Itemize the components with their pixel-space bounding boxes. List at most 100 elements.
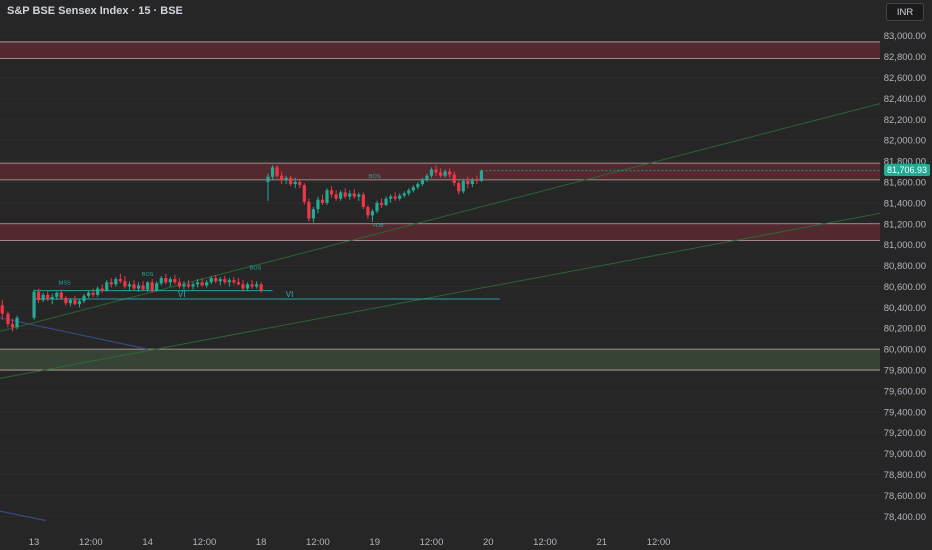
candle-body (37, 291, 41, 301)
candles-layer (0, 165, 484, 332)
candle-body (307, 201, 311, 219)
candle-body (329, 190, 334, 195)
candle-body (352, 193, 356, 197)
y-tick-label: 79,200.00 (884, 428, 926, 439)
candle-body (100, 288, 104, 291)
candle-body (0, 305, 4, 314)
candle-body (136, 285, 141, 289)
y-tick-label: 79,800.00 (884, 366, 926, 377)
candle-body (393, 196, 397, 199)
x-tick-label: 12:00 (306, 537, 330, 548)
candle-body (164, 278, 168, 283)
y-tick-label: 82,000.00 (884, 136, 926, 147)
candle-body (155, 283, 159, 291)
candle-body (289, 177, 293, 185)
candle-body (475, 179, 479, 181)
candle-body (46, 294, 50, 299)
candle-body (141, 285, 145, 290)
y-tick-label: 81,000.00 (884, 240, 926, 251)
supply-zone (0, 41, 880, 59)
candle-body (366, 207, 370, 216)
candle-body (10, 324, 15, 328)
x-tick-label: 20 (483, 537, 494, 548)
candle-body (96, 288, 100, 295)
candle-body (438, 172, 443, 176)
candle-body (250, 284, 254, 287)
candle-body (236, 282, 241, 285)
y-tick-label: 81,400.00 (884, 198, 926, 209)
annotation-label: +OB (373, 223, 384, 229)
candle-body (411, 187, 415, 191)
candle-body (109, 282, 113, 285)
candle-body (457, 183, 461, 192)
y-tick-label: 81,800.00 (884, 157, 926, 168)
candle-body (6, 313, 10, 325)
candle-body (200, 282, 204, 286)
x-tick-label: 12:00 (79, 537, 103, 548)
candle-body (223, 279, 227, 283)
currency-button[interactable]: INR (886, 3, 924, 21)
candle-body (173, 279, 177, 283)
candle-body (177, 282, 182, 287)
candle-body (339, 192, 343, 199)
candle-body (298, 181, 302, 186)
y-tick-label: 82,800.00 (884, 52, 926, 63)
candle-body (466, 180, 470, 185)
last-price-label: 81,706.93 (884, 164, 930, 176)
x-tick-label: 21 (597, 537, 608, 548)
x-tick-label: 19 (369, 537, 380, 548)
x-tick-label: 14 (142, 537, 153, 548)
candle-body (398, 195, 402, 199)
candle-body (105, 282, 109, 291)
y-tick-label: 82,600.00 (884, 73, 926, 84)
y-tick-label: 81,600.00 (884, 177, 926, 188)
candle-body (293, 181, 297, 185)
candle-body (245, 284, 250, 289)
candle-body (255, 284, 259, 287)
candle-body (68, 300, 72, 304)
candle-body (375, 202, 379, 212)
blue-line (0, 317, 148, 350)
x-tick-label: 12:00 (420, 537, 444, 548)
candle-body (429, 169, 434, 176)
demand-zone (0, 349, 880, 371)
y-tick-label: 81,200.00 (884, 219, 926, 230)
candle-body (361, 194, 365, 208)
candle-body (325, 190, 329, 203)
annotation-label: BOS (369, 174, 381, 180)
y-tick-label: 82,200.00 (884, 115, 926, 126)
annotation-label: MSS (59, 280, 71, 286)
candle-body (334, 194, 338, 199)
candle-body (343, 192, 347, 197)
candle-body (434, 169, 438, 173)
y-tick-label: 80,400.00 (884, 303, 926, 314)
candle-body (232, 280, 236, 283)
candle-body (15, 317, 19, 328)
candle-body (275, 167, 279, 176)
candle-body (86, 292, 91, 296)
candle-body (82, 295, 86, 302)
candle-body (64, 297, 68, 304)
candle-body (241, 284, 245, 289)
y-tick-label: 78,600.00 (884, 491, 926, 502)
candle-body (227, 280, 231, 283)
x-axis: 13 12:00 14 12:00 18 12:00 19 12:00 20 12:00 21 12:… (29, 537, 671, 548)
candle-body (186, 284, 191, 287)
candle-body (407, 190, 411, 194)
candle-body (259, 284, 263, 291)
candle-body (284, 177, 288, 180)
drawings-layer (0, 103, 881, 522)
candle-body (311, 209, 315, 219)
candle-body (114, 279, 118, 285)
supply-zone (0, 223, 880, 241)
candle-body (420, 179, 424, 185)
trend-line (0, 212, 881, 379)
zones-layer (0, 41, 880, 371)
trend-line (0, 103, 881, 332)
candle-body (448, 171, 452, 175)
y-tick-label: 79,000.00 (884, 449, 926, 460)
y-tick-label: 79,600.00 (884, 386, 926, 397)
y-tick-label: 80,800.00 (884, 261, 926, 272)
candle-body (302, 185, 306, 202)
